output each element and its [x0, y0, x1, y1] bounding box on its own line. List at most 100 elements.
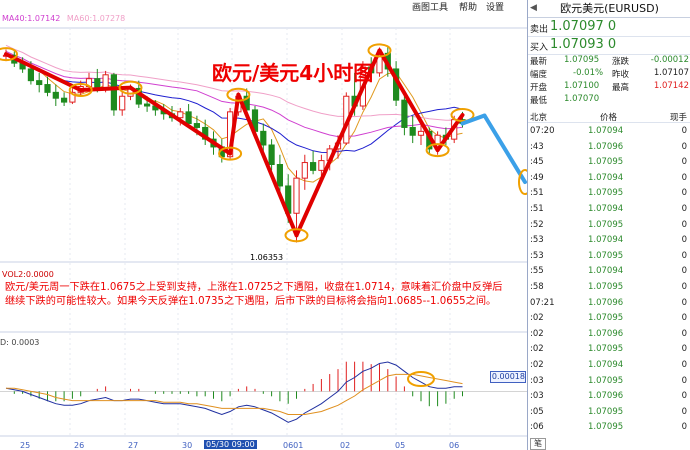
trend-arrow — [377, 48, 440, 153]
price-chart[interactable] — [0, 0, 527, 450]
tick-row: :53 1.07095 0 — [528, 248, 690, 264]
tick-price: 1.07095 — [588, 406, 624, 417]
caret-left-icon[interactable]: ◀ — [530, 3, 537, 13]
candle-body — [409, 126, 416, 136]
candle-body — [417, 130, 425, 136]
candle-body — [193, 123, 201, 128]
candle-body — [94, 78, 101, 89]
x-tick-label: 26 — [74, 441, 85, 450]
pivot-circle — [367, 43, 392, 58]
x-tick-label: 25 — [20, 441, 31, 450]
candle-body — [102, 74, 109, 89]
tick-row: :03 1.07096 0 — [528, 388, 690, 404]
tick-time: :51 — [530, 188, 544, 199]
tick-time: :03 — [530, 375, 544, 386]
tick-time: :03 — [530, 391, 544, 402]
analysis-comment: 欧元/美元周一下跌在1.0675之上受到支持，上涨在1.0725之下遇阻，收盘在… — [5, 282, 503, 307]
quote-info-grid: 最新 1.07095 涨跌 -0.00012 幅度 -0.01% 昨收 1.07… — [528, 54, 690, 106]
menu-drawing-tools[interactable]: 画图工具 — [412, 3, 449, 13]
tick-row: :43 1.07096 0 — [528, 139, 690, 155]
tick-volume: 0 — [681, 391, 687, 402]
tick-price: 1.07095 — [588, 219, 624, 230]
trend-arrow — [128, 85, 233, 156]
tick-row: :49 1.07094 0 — [528, 170, 690, 186]
tick-price: 1.07094 — [588, 359, 624, 370]
ticks-header: 北京 价格 现手 — [528, 111, 690, 123]
candle-body — [69, 91, 76, 103]
tick-volume: 0 — [681, 141, 687, 152]
tick-price: 1.07095 — [588, 188, 624, 199]
tick-time: :52 — [530, 219, 544, 230]
candle-body — [44, 84, 51, 93]
chart-area[interactable]: 画图工具 帮助 设置 MA40:1.07142 MA60:1.07278 欧元/… — [0, 0, 527, 450]
tick-row: :02 1.07095 0 — [528, 310, 690, 326]
candle-body — [36, 80, 43, 86]
low-price-label: 1.06353 — [250, 253, 284, 262]
pivot-circle — [425, 143, 450, 158]
trend-arrow — [228, 92, 241, 156]
tick-row: :55 1.07094 0 — [528, 263, 690, 279]
tick-row: :02 1.07096 0 — [528, 326, 690, 342]
tick-row: 07:21 1.07096 0 — [528, 295, 690, 311]
tick-time: :02 — [530, 359, 544, 370]
forecast-arrow-up — [460, 113, 487, 126]
sell-quote: 卖出 1.07097 0 — [528, 18, 690, 37]
tick-volume: 0 — [681, 406, 687, 417]
tick-time: :05 — [530, 406, 544, 417]
buy-value: 1.07093 0 — [550, 37, 617, 52]
tick-volume: 0 — [681, 219, 687, 230]
info-row: 幅度 -0.01% 昨收 1.07107 — [530, 68, 689, 80]
x-tick-label: 27 — [128, 441, 139, 450]
tick-time: :06 — [530, 422, 544, 433]
tick-volume: 0 — [681, 266, 687, 277]
tick-time: :51 — [530, 203, 544, 214]
tick-time: :55 — [530, 266, 544, 277]
x-tick-label: 02 — [340, 441, 351, 450]
tick-volume: 0 — [681, 188, 687, 199]
tick-time: :43 — [530, 141, 544, 152]
tick-volume: 0 — [681, 375, 687, 386]
tick-price: 1.07094 — [588, 235, 624, 246]
macd-dea-line — [6, 373, 463, 415]
tick-price: 1.07094 — [588, 203, 624, 214]
candle-body — [268, 144, 275, 165]
tick-price: 1.07095 — [588, 344, 624, 355]
tick-list[interactable]: 07:20 1.07094 0:43 1.07096 0:45 1.07095 0:49 1.… — [528, 123, 690, 435]
tick-price: 1.07095 — [588, 422, 624, 433]
bottom-toggle-button[interactable]: 笔 — [530, 438, 546, 450]
tick-row: :52 1.07095 0 — [528, 217, 690, 233]
candle-body — [318, 160, 325, 171]
tick-price: 1.07095 — [588, 157, 624, 168]
forecast-target-circle — [518, 169, 527, 196]
x-tick-label: 06 — [449, 441, 460, 450]
tick-price: 1.07096 — [588, 297, 624, 308]
x-tick-label: 30 — [182, 441, 193, 450]
menu-settings[interactable]: 设置 — [486, 3, 505, 13]
forecast-arrow-down — [482, 113, 527, 185]
tick-volume: 0 — [681, 328, 687, 339]
macd-dif-line — [5, 361, 463, 423]
ma40-line — [5, 50, 463, 138]
info-row: 最低 1.07070 — [530, 94, 600, 106]
pivot-circle — [450, 107, 475, 122]
candle-body — [301, 162, 308, 179]
tick-time: 07:20 — [530, 126, 555, 136]
tick-volume: 0 — [681, 297, 687, 308]
tick-price: 1.07094 — [588, 126, 624, 136]
trend-arrow — [4, 52, 83, 93]
candle-body — [310, 162, 317, 171]
tick-time: :58 — [530, 281, 544, 292]
tick-volume: 0 — [681, 422, 687, 433]
menu-help[interactable]: 帮助 — [459, 3, 478, 13]
candle-body — [276, 164, 283, 187]
candle-body — [61, 97, 68, 103]
candle-body — [293, 177, 300, 214]
tick-price: 1.07095 — [588, 250, 624, 261]
tick-price: 1.07095 — [588, 375, 624, 386]
buy-label: 买入 — [530, 43, 549, 53]
chart-title: 欧元/美元4小时图 — [212, 61, 374, 85]
macd-value-tag: 0.00018 — [490, 371, 526, 383]
tick-row: :02 1.07094 0 — [528, 357, 690, 373]
trend-arrow — [294, 48, 382, 238]
pivot-circle — [284, 228, 309, 243]
